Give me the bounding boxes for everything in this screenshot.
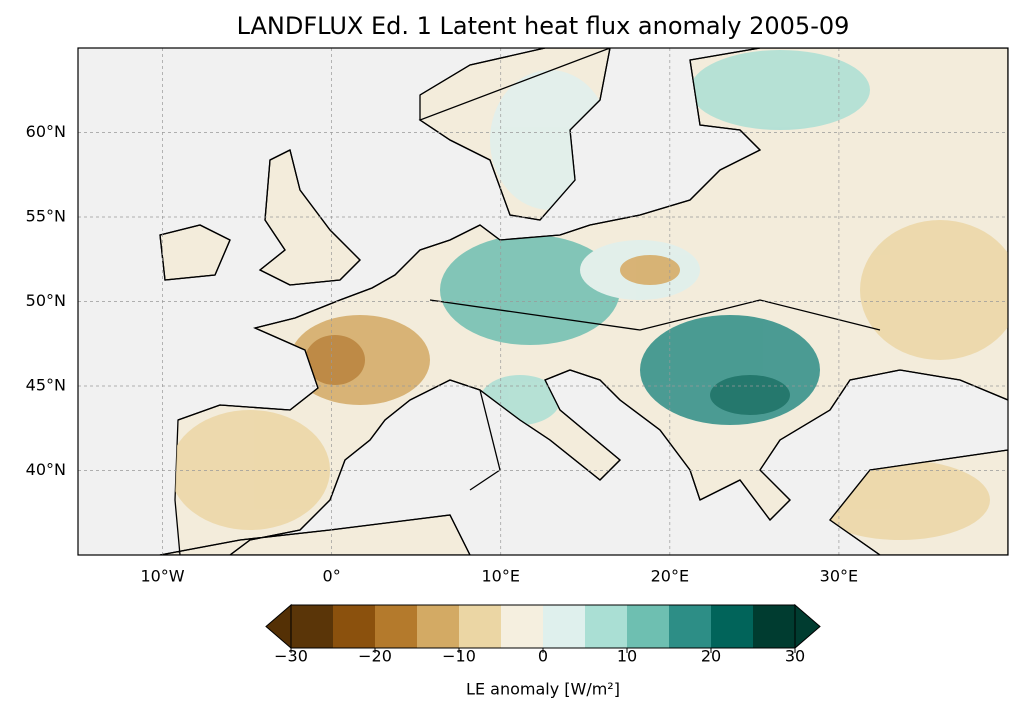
coastline — [159, 48, 1008, 555]
colorbar-bin — [543, 605, 585, 648]
colorbar-bin — [333, 605, 375, 648]
colorbar-bin — [459, 605, 501, 648]
colorbar-extend-under — [265, 603, 292, 650]
x-tick-label: 30°E — [820, 567, 858, 586]
x-tick-label: 10°E — [481, 567, 519, 586]
x-tick-label: 0° — [323, 567, 341, 586]
map-frame — [77, 47, 1009, 556]
colorbar-tick-label: −30 — [274, 647, 308, 666]
y-tick-label: 40°N — [26, 460, 66, 479]
colorbar-bin — [585, 605, 627, 648]
y-tick-label: 60°N — [26, 122, 66, 141]
colorbar-bin — [627, 605, 669, 648]
colorbar-label: LE anomaly [W/m²] — [466, 680, 620, 699]
map-title: LANDFLUX Ed. 1 Latent heat flux anomaly … — [237, 12, 850, 40]
y-tick-label: 45°N — [26, 376, 66, 395]
colorbar-tick-label: −20 — [358, 647, 392, 666]
y-tick-label: 55°N — [26, 207, 66, 226]
y-tick-label: 50°N — [26, 291, 66, 310]
colorbar-bin — [753, 605, 795, 648]
colorbar-bin — [291, 605, 333, 648]
colorbar-tick-label: 10 — [617, 647, 637, 666]
x-tick-label: 10°W — [140, 567, 184, 586]
colorbar-bin — [375, 605, 417, 648]
colorbar-bin — [669, 605, 711, 648]
colorbar-tick-label: 30 — [785, 647, 805, 666]
x-tick-label: 20°E — [651, 567, 689, 586]
colorbar-tick-label: −10 — [442, 647, 476, 666]
colorbar-extend-over — [794, 603, 821, 650]
colorbar-bin — [417, 605, 459, 648]
colorbar-bin — [711, 605, 753, 648]
colorbar-tick-label: 0 — [538, 647, 548, 666]
colorbar-bin — [501, 605, 543, 648]
colorbar-tick-label: 20 — [701, 647, 721, 666]
